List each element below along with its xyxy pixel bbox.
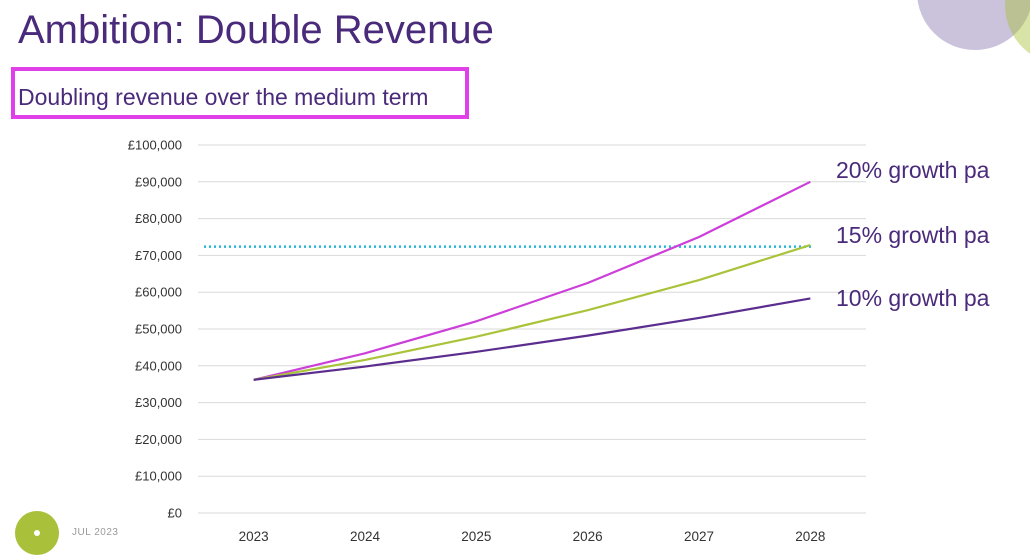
deco-green-circle [1005,0,1030,54]
series-label: 15% growth pa [836,222,990,248]
deco-purple-circle [917,0,1030,50]
x-tick-label: 2027 [684,529,714,544]
footer-date: JUL 2023 [72,527,119,538]
y-tick-label: £60,000 [135,285,182,300]
y-tick-label: £20,000 [135,432,182,447]
slide-title: Ambition: Double Revenue [18,8,494,52]
y-tick-label: £0 [168,506,182,521]
series-label: 10% growth pa [836,285,990,311]
y-tick-label: £80,000 [135,211,182,226]
x-tick-label: 2028 [795,529,825,544]
series-line-20-growth-pa [253,180,811,381]
x-tick-label: 2023 [239,529,269,544]
y-tick-label: £50,000 [135,322,182,337]
y-tick-label: £70,000 [135,248,182,263]
y-tick-label: £40,000 [135,358,182,373]
footer-badge-dot [34,530,40,536]
series-line-15-growth-pa [253,244,811,381]
y-tick-label: £30,000 [135,395,182,410]
subtitle-highlight-box [11,67,469,119]
slide-subtitle: Doubling revenue over the medium term [18,84,429,110]
y-tick-label: £10,000 [135,469,182,484]
series-label: 20% growth pa [836,157,990,183]
series-line-10-growth-pa [253,297,811,381]
x-tick-label: 2025 [461,529,491,544]
y-tick-label: £100,000 [128,138,182,153]
x-tick-label: 2026 [573,529,603,544]
y-tick-label: £90,000 [135,174,182,189]
x-tick-label: 2024 [350,529,381,544]
